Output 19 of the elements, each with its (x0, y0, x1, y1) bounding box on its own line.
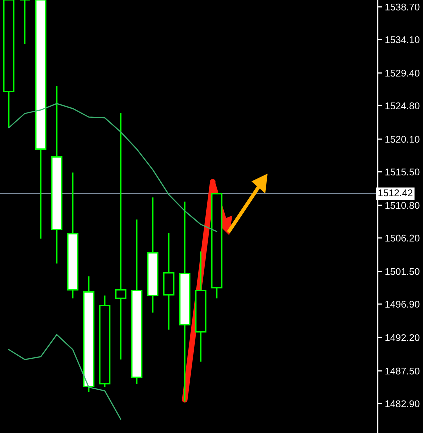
y-tick-label: 1538.70 (386, 4, 420, 11)
y-tick-label: 1492.20 (386, 334, 420, 342)
y-tick-label: 1534.10 (386, 36, 420, 44)
y-tick-label: 1482.90 (386, 400, 420, 408)
line-series (8, 103, 218, 232)
y-tick-label: 1506.20 (386, 234, 420, 242)
y-tick-label: 1510.80 (386, 202, 420, 210)
y-tick-label: 1515.50 (386, 168, 420, 176)
y-tick-label: 1487.50 (386, 368, 420, 375)
y-tick-label: 1496.90 (386, 301, 420, 308)
y-tick-label: 1520.10 (386, 136, 420, 143)
candlestick (163, 232, 175, 331)
y-tick-label: 1524.80 (386, 102, 420, 110)
ref-line-label: 1512.42 (378, 190, 413, 197)
candlestick (19, 0, 31, 45)
y-tick-label: 1529.40 (386, 70, 420, 77)
y-tick-label: 1501.50 (386, 268, 420, 276)
candlestick (115, 112, 127, 360)
line-series (8, 334, 122, 420)
